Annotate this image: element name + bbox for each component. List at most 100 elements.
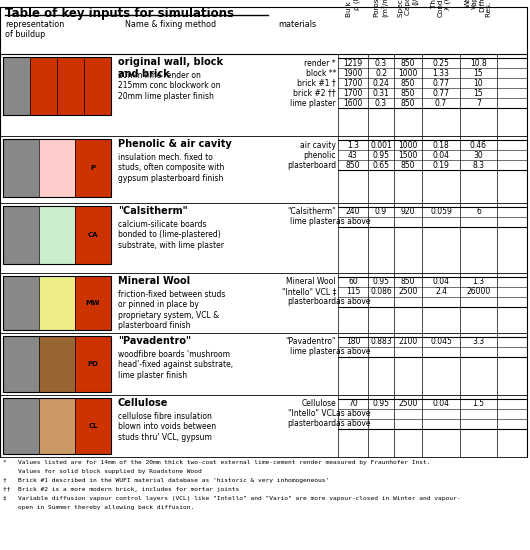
Bar <box>57 57 84 115</box>
Bar <box>3 139 111 197</box>
Text: brick #1 †: brick #1 † <box>297 79 336 87</box>
Text: Table of key inputs for simulations: Table of key inputs for simulations <box>5 7 234 20</box>
Text: *   Values listed are for 14mm of the 20mm thick two-coat external lime-cement r: * Values listed are for 14mm of the 20mm… <box>3 460 430 465</box>
Text: 6: 6 <box>476 207 481 217</box>
Text: Specific Heat
Capacity, cₚ
(J/kgK): Specific Heat Capacity, cₚ (J/kgK) <box>398 0 418 17</box>
Bar <box>84 57 111 115</box>
Text: original wall, block
and brick: original wall, block and brick <box>118 57 223 79</box>
Text: as above: as above <box>335 298 370 306</box>
Bar <box>39 276 75 330</box>
Text: 0.24: 0.24 <box>373 79 390 87</box>
Text: CA: CA <box>88 232 98 238</box>
Text: 0.883: 0.883 <box>370 338 392 346</box>
Text: 2100: 2100 <box>399 338 418 346</box>
Text: 850: 850 <box>401 89 415 97</box>
Text: 3.3: 3.3 <box>472 338 484 346</box>
Text: Name & fixing method: Name & fixing method <box>125 20 216 29</box>
Text: 1900: 1900 <box>343 69 363 78</box>
Text: lime plaster: lime plaster <box>290 348 336 356</box>
Text: calcium-silicate boards
bonded to (lime-plastered)
substrate, with lime plaster: calcium-silicate boards bonded to (lime-… <box>118 220 224 250</box>
Text: lime plaster: lime plaster <box>290 217 336 227</box>
Text: render *: render * <box>304 58 336 68</box>
Bar <box>3 206 39 264</box>
Text: Phenolic & air cavity: Phenolic & air cavity <box>118 139 232 149</box>
Text: 240: 240 <box>346 207 360 217</box>
Bar <box>75 206 111 264</box>
Text: ‡   Variable diffusion vapour control layers (VCL) like "Intello" and "Vario" ar: ‡ Variable diffusion vapour control laye… <box>3 496 461 501</box>
Text: 180: 180 <box>346 338 360 346</box>
Text: air cavity: air cavity <box>300 140 336 150</box>
Text: insulation mech. fixed to
studs, often composite with
gypsum plasterboard finish: insulation mech. fixed to studs, often c… <box>118 153 224 183</box>
Text: 1.3: 1.3 <box>473 278 484 287</box>
Bar <box>3 398 39 454</box>
Text: PD: PD <box>87 361 99 367</box>
Text: 0.9: 0.9 <box>375 207 387 217</box>
Text: friction-fixed between studs
or pinned in place by
proprietary system, VCL &
pla: friction-fixed between studs or pinned i… <box>118 290 225 330</box>
Text: 0.77: 0.77 <box>432 89 449 97</box>
Text: 43: 43 <box>348 151 358 160</box>
Text: cellulose fibre insulation
blown into voids between
studs thru' VCL, gypsum: cellulose fibre insulation blown into vo… <box>118 412 216 442</box>
Text: 0.95: 0.95 <box>373 278 390 287</box>
Text: 850: 850 <box>401 79 415 87</box>
Bar <box>75 398 111 454</box>
Text: 0.3: 0.3 <box>375 58 387 68</box>
Text: 0.19: 0.19 <box>432 161 449 169</box>
Text: "Intello" VCL ‡: "Intello" VCL ‡ <box>281 288 336 296</box>
Text: 1600: 1600 <box>343 98 363 107</box>
Text: Cellulose: Cellulose <box>118 398 169 408</box>
Text: 0.04: 0.04 <box>432 399 449 409</box>
Bar <box>3 139 39 197</box>
Text: 30: 30 <box>474 151 483 160</box>
Text: 0.045: 0.045 <box>430 338 452 346</box>
Text: 1000: 1000 <box>399 140 418 150</box>
Text: 0.77: 0.77 <box>432 79 449 87</box>
Text: 0.18: 0.18 <box>432 140 449 150</box>
Text: as above: as above <box>335 410 370 419</box>
Text: 0.25: 0.25 <box>432 58 449 68</box>
Text: 2.4: 2.4 <box>435 288 447 296</box>
Text: 60: 60 <box>348 278 358 287</box>
Bar <box>3 206 111 264</box>
Text: ††  Brick #2 is a more modern brick, includes for mortar joints: †† Brick #2 is a more modern brick, incl… <box>3 487 239 492</box>
Text: Porosity
(m³/m³): Porosity (m³/m³) <box>374 0 388 17</box>
Bar <box>39 139 75 197</box>
Text: 0.059: 0.059 <box>430 207 452 217</box>
Text: CL: CL <box>89 423 98 429</box>
Text: 15: 15 <box>474 69 483 78</box>
Text: 850: 850 <box>346 161 360 169</box>
Text: 850: 850 <box>401 98 415 107</box>
Text: 1.3: 1.3 <box>347 140 359 150</box>
Text: 850: 850 <box>401 278 415 287</box>
Text: "Calsitherm": "Calsitherm" <box>118 206 188 216</box>
Bar <box>39 206 75 264</box>
Text: "Calsitherm": "Calsitherm" <box>287 207 336 217</box>
Text: block **: block ** <box>305 69 336 78</box>
Bar <box>39 398 75 454</box>
Bar <box>75 139 111 197</box>
Bar <box>3 336 111 392</box>
Text: Bulk density,
ρ (kg/m³): Bulk density, ρ (kg/m³) <box>346 0 360 17</box>
Bar <box>3 276 111 330</box>
Text: 850: 850 <box>401 161 415 169</box>
Text: Water
Vapour
Diffusion
Res. Factor,: Water Vapour Diffusion Res. Factor, <box>465 0 492 17</box>
Text: 1700: 1700 <box>343 89 363 97</box>
Text: 2500: 2500 <box>399 399 418 409</box>
Text: 0.3: 0.3 <box>375 98 387 107</box>
Bar <box>3 57 111 115</box>
Text: 10: 10 <box>474 79 483 87</box>
Text: 15: 15 <box>474 89 483 97</box>
Text: 10.8: 10.8 <box>470 58 487 68</box>
Text: 2500: 2500 <box>399 288 418 296</box>
Text: 850: 850 <box>401 58 415 68</box>
Text: 7: 7 <box>476 98 481 107</box>
Text: materials: materials <box>278 20 316 29</box>
Text: Mineral Wool: Mineral Wool <box>287 278 336 287</box>
Text: 0.46: 0.46 <box>470 140 487 150</box>
Text: MW: MW <box>86 300 100 306</box>
Text: lime plaster: lime plaster <box>290 98 336 107</box>
Text: 8.3: 8.3 <box>473 161 484 169</box>
Text: plasterboard: plasterboard <box>287 161 336 169</box>
Text: 0.086: 0.086 <box>370 288 392 296</box>
Text: "Intello" VCL: "Intello" VCL <box>288 410 336 419</box>
Text: plasterboard: plasterboard <box>287 420 336 428</box>
